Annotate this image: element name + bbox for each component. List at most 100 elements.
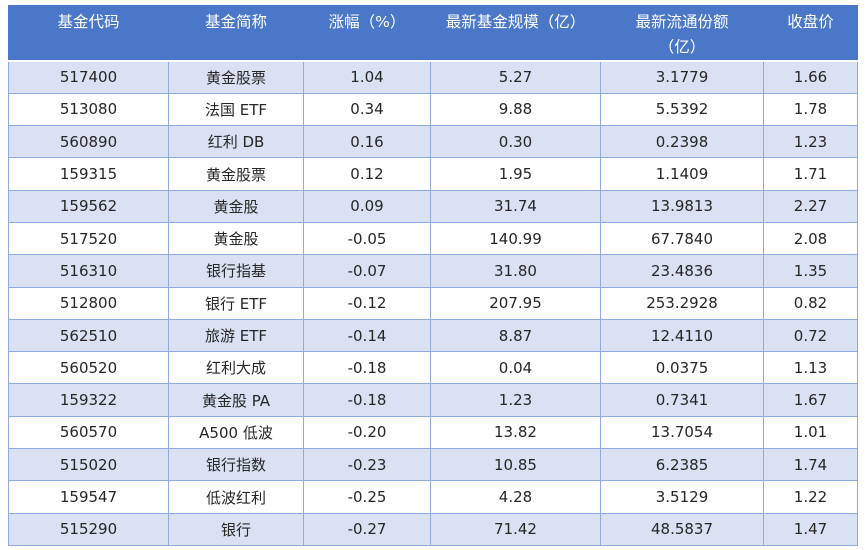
table-row: 517520 黄金股 -0.05 140.99 67.7840 2.08 [8, 221, 858, 256]
cell-fund-name: 黄金股 [168, 189, 304, 223]
cell-fund-size: 5.27 [430, 60, 601, 94]
cell-fund-code: 517520 [8, 221, 169, 256]
cell-change-pct: -0.12 [303, 286, 431, 320]
cell-close-price: 1.67 [763, 383, 858, 417]
cell-fund-size: 207.95 [430, 286, 601, 320]
table-header: 基金代码 基金简称 涨幅（%） 最新基金规模（亿） 最新流通份额 （亿） 收盘价 [8, 5, 858, 62]
cell-fund-name: 银行 [168, 512, 304, 546]
cell-fund-size: 71.42 [430, 512, 601, 546]
cell-fund-size: 1.23 [430, 383, 601, 417]
cell-close-price: 0.82 [763, 286, 858, 320]
cell-fund-size: 10.85 [430, 448, 601, 482]
cell-circulating-shares: 23.4836 [600, 254, 764, 288]
column-header-2: 基金简称 [168, 5, 304, 62]
cell-fund-size: 140.99 [430, 221, 601, 256]
cell-close-price: 1.47 [763, 512, 858, 546]
header-row: 基金代码 基金简称 涨幅（%） 最新基金规模（亿） 最新流通份额 （亿） 收盘价 [8, 5, 858, 62]
cell-change-pct: -0.25 [303, 480, 431, 514]
cell-fund-code: 560890 [8, 125, 169, 159]
cell-circulating-shares: 12.4110 [600, 318, 764, 353]
cell-change-pct: 0.12 [303, 157, 431, 191]
cell-fund-code: 512800 [8, 286, 169, 320]
cell-change-pct: -0.20 [303, 415, 431, 450]
cell-fund-code: 515020 [8, 448, 169, 482]
table-row: 159562 黄金股 0.09 31.74 13.9813 2.27 [8, 189, 858, 223]
cell-circulating-shares: 48.5837 [600, 512, 764, 546]
cell-fund-name: 银行 ETF [168, 286, 304, 320]
cell-close-price: 0.72 [763, 318, 858, 353]
cell-fund-size: 31.80 [430, 254, 601, 288]
cell-change-pct: -0.18 [303, 351, 431, 385]
cell-fund-name: 红利大成 [168, 351, 304, 385]
cell-circulating-shares: 0.7341 [600, 383, 764, 417]
cell-fund-code: 560520 [8, 351, 169, 385]
table-row: 562510 旅游 ETF -0.14 8.87 12.4110 0.72 [8, 318, 858, 353]
table-row: 513080 法国 ETF 0.34 9.88 5.5392 1.78 [8, 92, 858, 127]
cell-circulating-shares: 13.9813 [600, 189, 764, 223]
column-header-3: 涨幅（%） [303, 5, 431, 62]
cell-close-price: 1.22 [763, 480, 858, 514]
cell-fund-code: 562510 [8, 318, 169, 353]
cell-fund-size: 4.28 [430, 480, 601, 514]
cell-fund-code: 517400 [8, 60, 169, 94]
cell-fund-size: 31.74 [430, 189, 601, 223]
cell-circulating-shares: 0.0375 [600, 351, 764, 385]
table-row: 517400 黄金股票 1.04 5.27 3.1779 1.66 [8, 60, 858, 94]
cell-circulating-shares: 5.5392 [600, 92, 764, 127]
cell-close-price: 1.13 [763, 351, 858, 385]
table-row: 560890 红利 DB 0.16 0.30 0.2398 1.23 [8, 125, 858, 159]
cell-fund-code: 159547 [8, 480, 169, 514]
column-header-1: 基金代码 [8, 5, 169, 62]
cell-close-price: 1.78 [763, 92, 858, 127]
cell-close-price: 1.71 [763, 157, 858, 191]
table-row: 515020 银行指数 -0.23 10.85 6.2385 1.74 [8, 448, 858, 482]
cell-fund-size: 8.87 [430, 318, 601, 353]
cell-fund-name: 法国 ETF [168, 92, 304, 127]
cell-change-pct: 0.34 [303, 92, 431, 127]
cell-fund-size: 0.04 [430, 351, 601, 385]
cell-change-pct: -0.27 [303, 512, 431, 546]
cell-circulating-shares: 253.2928 [600, 286, 764, 320]
fund-table-container: 基金代码 基金简称 涨幅（%） 最新基金规模（亿） 最新流通份额 （亿） 收盘价 5174… [8, 5, 858, 546]
cell-fund-name: 黄金股票 [168, 60, 304, 94]
cell-change-pct: -0.14 [303, 318, 431, 353]
table-row: 560520 红利大成 -0.18 0.04 0.0375 1.13 [8, 351, 858, 385]
cell-change-pct: -0.23 [303, 448, 431, 482]
cell-fund-name: 黄金股 [168, 221, 304, 256]
cell-fund-code: 513080 [8, 92, 169, 127]
cell-change-pct: 0.09 [303, 189, 431, 223]
cell-circulating-shares: 13.7054 [600, 415, 764, 450]
table-row: 159315 黄金股票 0.12 1.95 1.1409 1.71 [8, 157, 858, 191]
cell-change-pct: -0.18 [303, 383, 431, 417]
cell-circulating-shares: 1.1409 [600, 157, 764, 191]
cell-close-price: 2.08 [763, 221, 858, 256]
cell-circulating-shares: 3.5129 [600, 480, 764, 514]
cell-close-price: 1.01 [763, 415, 858, 450]
cell-fund-name: A500 低波 [168, 415, 304, 450]
cell-fund-code: 159315 [8, 157, 169, 191]
cell-fund-size: 13.82 [430, 415, 601, 450]
cell-fund-name: 旅游 ETF [168, 318, 304, 353]
table-body: 517400 黄金股票 1.04 5.27 3.1779 1.66 513080 法国 ETF… [8, 60, 858, 546]
fund-table: 基金代码 基金简称 涨幅（%） 最新基金规模（亿） 最新流通份额 （亿） 收盘价 5174… [8, 5, 858, 546]
cell-circulating-shares: 6.2385 [600, 448, 764, 482]
cell-close-price: 1.66 [763, 60, 858, 94]
column-header-5: 最新流通份额 （亿） [600, 5, 764, 62]
cell-close-price: 2.27 [763, 189, 858, 223]
cell-fund-name: 银行指数 [168, 448, 304, 482]
cell-change-pct: 0.16 [303, 125, 431, 159]
cell-fund-size: 0.30 [430, 125, 601, 159]
cell-fund-name: 低波红利 [168, 480, 304, 514]
table-row: 560570 A500 低波 -0.20 13.82 13.7054 1.01 [8, 415, 858, 450]
table-row: 159322 黄金股 PA -0.18 1.23 0.7341 1.67 [8, 383, 858, 417]
cell-close-price: 1.74 [763, 448, 858, 482]
cell-close-price: 1.23 [763, 125, 858, 159]
table-row: 512800 银行 ETF -0.12 207.95 253.2928 0.82 [8, 286, 858, 320]
cell-change-pct: 1.04 [303, 60, 431, 94]
cell-fund-name: 黄金股票 [168, 157, 304, 191]
table-row: 515290 银行 -0.27 71.42 48.5837 1.47 [8, 512, 858, 546]
cell-change-pct: -0.05 [303, 221, 431, 256]
cell-circulating-shares: 0.2398 [600, 125, 764, 159]
column-header-4: 最新基金规模（亿） [430, 5, 601, 62]
cell-close-price: 1.35 [763, 254, 858, 288]
